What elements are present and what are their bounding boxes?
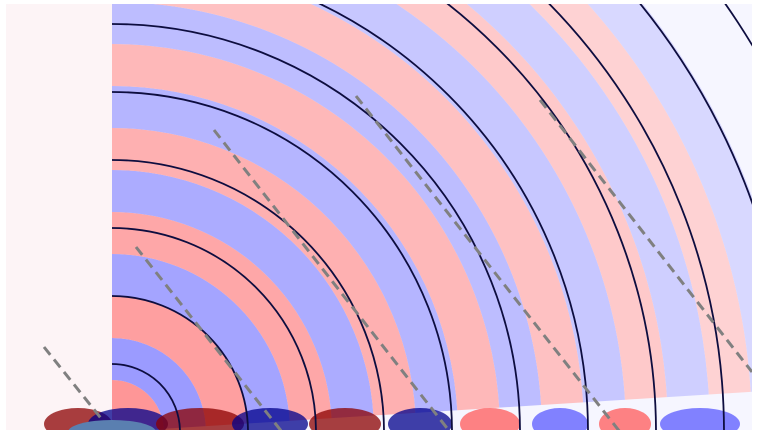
negative-band [112,254,290,424]
bottom-lobe [599,408,651,430]
background-left-tint [6,4,120,430]
dashed-guide-line [42,346,113,430]
wavefront-arc [318,4,589,430]
dashed-guide-line [354,95,621,430]
wavefront-arc [111,227,317,430]
wavefront-arcs [111,4,752,430]
positive-band [112,128,416,416]
positive-band [112,44,500,411]
source-blob [68,420,156,430]
wavefront-arc [111,363,181,430]
negative-band [466,4,709,398]
positive-band [112,212,332,421]
bottom-lobe [532,408,588,430]
negative-band [112,86,458,413]
bottom-lobe [309,408,381,430]
positive-band [529,4,751,395]
wavefront-arc [111,159,385,430]
dashed-guide-line [134,246,283,430]
bottom-lobe [232,408,308,430]
dashed-guide-lines [42,95,752,430]
positive-band [152,4,584,405]
wavefront-arc [111,23,521,430]
wavefront-arc [548,4,725,430]
dashed-guide-line [538,99,752,373]
wavefront-arc [446,4,657,430]
positive-band [112,296,248,427]
negative-band [112,170,374,419]
positive-band [396,4,667,400]
negative-band [587,4,752,392]
bottom-lobe [660,408,740,430]
wavefront-arc [111,295,249,430]
wave-bands [44,4,752,430]
bottom-lobe [460,408,520,430]
negative-band [310,4,625,403]
wavefront-arc [111,91,453,430]
source-region [68,420,156,430]
